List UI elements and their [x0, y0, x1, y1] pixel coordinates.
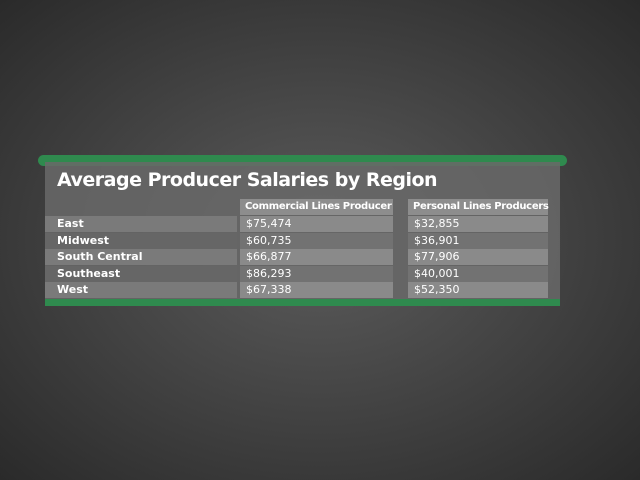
table-cell: $66,877 [240, 249, 393, 266]
row-label: Midwest [45, 232, 237, 249]
row-label: East [45, 216, 237, 232]
column-header: Commercial Lines Producer [240, 199, 393, 215]
table-cell: $32,855 [408, 216, 548, 232]
table-cell: $52,350 [408, 282, 548, 299]
bottom-bar [45, 299, 560, 306]
column-header: Personal Lines Producers [408, 199, 549, 215]
table-cell: $60,735 [240, 232, 393, 249]
row-label: West [45, 282, 237, 299]
title: Average Producer Salaries by Region [57, 169, 438, 191]
top-bar [38, 155, 567, 166]
table-cell: $67,338 [240, 282, 393, 299]
row-label: Southeast [45, 265, 237, 282]
table-cell: $77,906 [408, 249, 548, 266]
table-cell: $40,001 [408, 265, 548, 282]
table-cell: $36,901 [408, 232, 548, 249]
table-cell: $86,293 [240, 265, 393, 282]
row-label: South Central [45, 249, 237, 266]
table-cell: $75,474 [240, 216, 393, 232]
